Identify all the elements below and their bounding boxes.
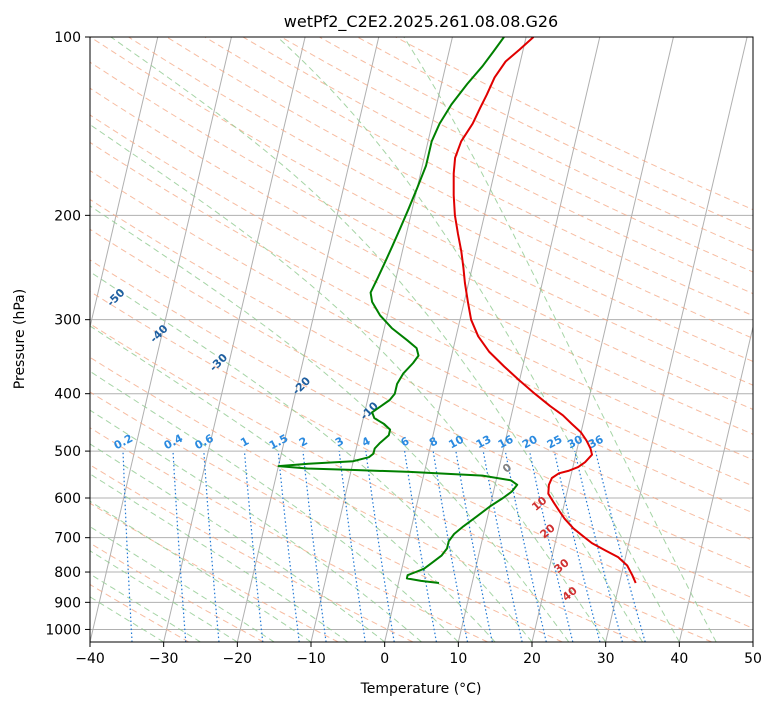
y-tick-label-900: 900 xyxy=(54,595,81,611)
moist-adiabat--10 xyxy=(90,500,312,642)
mixing-ratio-label-36: 36 xyxy=(586,433,606,452)
dry-adiabat-100 xyxy=(90,141,753,487)
mixing-ratio-36 xyxy=(594,450,646,642)
moist-adiabat-45 xyxy=(403,37,717,642)
moist-adiabat-25 xyxy=(90,205,570,642)
mixing-ratio-label-13: 13 xyxy=(474,433,494,452)
mixing-ratio-25 xyxy=(553,450,601,642)
moist-adiabat-35 xyxy=(110,37,643,642)
isotherm-0 xyxy=(384,37,527,642)
y-tick-label-100: 100 xyxy=(54,30,81,46)
moist-adiabat--25 xyxy=(90,573,201,642)
dry-adiabat-180 xyxy=(242,37,753,295)
dry-adiabat-140 xyxy=(90,37,753,386)
dry-adiabat--30 xyxy=(90,583,190,642)
isotherm--10 xyxy=(310,37,453,642)
dry-adiabat--10 xyxy=(90,502,339,642)
x-tick-label-0: 0 xyxy=(380,651,389,667)
x-tick-label--40: −40 xyxy=(75,651,105,667)
y-tick-label-700: 700 xyxy=(54,531,81,547)
dry-adiabat-110 xyxy=(90,114,753,461)
plot-background xyxy=(90,37,753,642)
x-axis: −40 −30 −20 −10 0 10 20 30 40 50 xyxy=(75,642,762,667)
x-tick-label--20: −20 xyxy=(223,651,253,667)
y-tick-label-800: 800 xyxy=(54,565,81,581)
mixing-ratio-label-25: 25 xyxy=(545,433,565,452)
mixing-ratio-10 xyxy=(455,450,493,642)
mixing-ratio-label-16: 16 xyxy=(496,433,516,452)
y-tick-label-500: 500 xyxy=(54,444,81,460)
series-dewpoint xyxy=(277,37,519,584)
moist-adiabat--20 xyxy=(90,550,238,642)
y-axis: 100 200 300 400 500 600 700 800 900 1000 xyxy=(45,30,90,638)
y-tick-label-600: 600 xyxy=(54,491,81,507)
moist-adiabat-40 xyxy=(277,37,680,642)
isotherm-30 xyxy=(605,37,748,642)
mixing-ratio-label-10: 10 xyxy=(446,433,466,452)
background-lines xyxy=(90,37,753,642)
isotherm--20 xyxy=(236,37,380,642)
x-tick-label-50: 50 xyxy=(744,651,762,667)
dry-adiabat-30 xyxy=(90,356,638,642)
dry-adiabat-70 xyxy=(90,228,753,570)
x-tick-label-30: 30 xyxy=(597,651,615,667)
x-tick-label--30: −30 xyxy=(149,651,179,667)
y-tick-label-300: 300 xyxy=(54,313,81,329)
x-axis-title: Temperature (°C) xyxy=(360,681,482,697)
moist-adiabat-0 xyxy=(90,443,385,642)
isotherm--40 xyxy=(90,37,232,642)
moist-adiabat-20 xyxy=(90,271,533,642)
moist-adiabat--15 xyxy=(90,526,275,642)
dry-adiabat-60 xyxy=(90,259,753,599)
dry-adiabat-90 xyxy=(90,169,753,514)
mixing-ratio-20 xyxy=(529,450,574,642)
moist-adiabat-15 xyxy=(90,325,496,642)
moist-adiabat--30 xyxy=(90,596,164,642)
chart-title: wetPf2_C2E2.2025.261.08.08.G26 xyxy=(284,12,558,32)
y-axis-title: Pressure (hPa) xyxy=(12,289,28,389)
x-tick-label-20: 20 xyxy=(523,651,541,667)
y-tick-label-200: 200 xyxy=(54,208,81,224)
plot-frame xyxy=(89,36,754,643)
moist-adiabat-30 xyxy=(90,124,607,642)
mixing-ratio-4 xyxy=(365,451,395,642)
isotherm-20 xyxy=(531,37,674,642)
mixing-ratio-3 xyxy=(338,451,366,642)
dry-adiabat-170 xyxy=(204,37,753,317)
dry-adiabat-40 xyxy=(90,323,712,642)
x-tick-label-10: 10 xyxy=(449,651,467,667)
x-tick-label-40: 40 xyxy=(670,651,688,667)
mixing-ratio-0.6 xyxy=(203,451,220,642)
y-tick-label-400: 400 xyxy=(54,387,81,403)
mixing-ratio-30 xyxy=(574,450,623,642)
dry-adiabat-80 xyxy=(90,198,753,542)
isotherm-40 xyxy=(678,324,753,642)
mixing-ratio-label-20: 20 xyxy=(520,433,540,452)
moist-adiabat-5 xyxy=(90,409,422,642)
isotherm-10 xyxy=(457,37,601,642)
isotherm--30 xyxy=(163,37,306,642)
mixing-ratio-label-30: 30 xyxy=(565,433,585,452)
dry-adiabat-150 xyxy=(128,37,753,363)
series-temperature xyxy=(452,37,637,584)
y-tick-label-1000: 1000 xyxy=(45,622,81,638)
isotherm--50 xyxy=(90,37,159,330)
mixing-ratio-1 xyxy=(243,451,264,642)
dry-adiabat-0 xyxy=(90,464,414,642)
mixing-ratio-16 xyxy=(504,450,547,642)
x-tick-label--10: −10 xyxy=(296,651,326,667)
mixing-ratio-1.5 xyxy=(277,451,300,642)
profiles xyxy=(277,37,637,584)
mixing-ratio-13 xyxy=(482,450,523,642)
mixing-ratio-2 xyxy=(302,451,327,642)
